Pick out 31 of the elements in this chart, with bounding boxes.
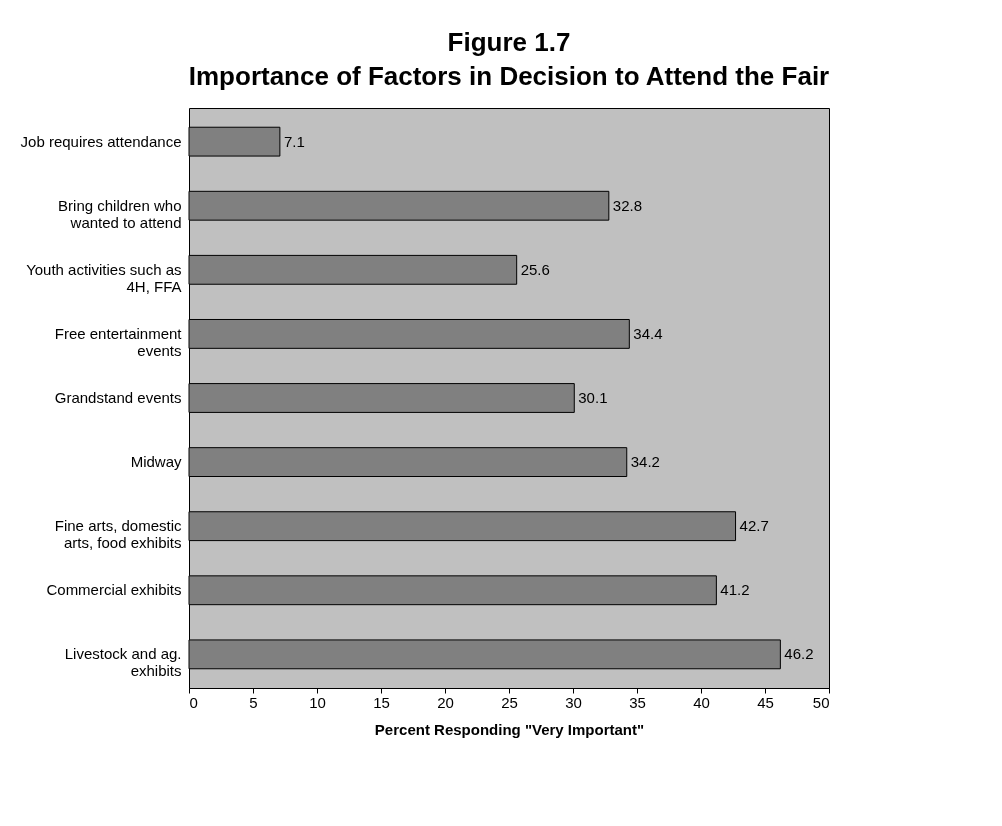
y-tick-label: Livestock and ag. exhibits (64, 645, 182, 680)
y-tick-label: Bring children who wanted to attend (58, 196, 182, 231)
x-tick-label: 35 (629, 693, 646, 711)
y-tick-label: Midway (130, 453, 182, 471)
y-tick-label: Youth activities such as 4H, FFA (26, 260, 182, 295)
data-label: 25.6 (520, 260, 550, 278)
data-label: 32.8 (612, 196, 643, 214)
y-tick-label: Job requires attendance (20, 132, 182, 150)
chart-title: Figure 1.7 Importance of Factors in Decision to Attend the Fair (188, 27, 830, 91)
data-label: 41.2 (720, 581, 750, 599)
data-label: 42.7 (739, 517, 769, 535)
data-label: 34.4 (633, 324, 663, 342)
y-tick-label: Free entertainment events (54, 324, 183, 359)
data-label: 46.2 (784, 645, 814, 663)
x-tick-label: 25 (501, 693, 518, 711)
y-tick-label: Grandstand events (54, 389, 182, 406)
y-tick-label: Commercial exhibits (46, 581, 182, 599)
data-label: 7.1 (283, 132, 305, 150)
x-tick-label: 20 (437, 693, 454, 711)
y-tick-label: Fine arts, domestic arts, food exhibits (54, 517, 182, 552)
x-axis-title: Percent Responding "Very Important" (374, 720, 645, 738)
x-tick-label: 40 (693, 693, 710, 711)
x-tick-label: 0 (189, 693, 198, 711)
x-tick-label: 30 (565, 693, 582, 711)
x-tick-label: 5 (249, 693, 258, 711)
data-label: 30.1 (578, 389, 608, 406)
x-tick-label: 15 (373, 693, 390, 711)
data-label: 34.2 (630, 453, 660, 471)
x-tick-label: 45 (757, 693, 774, 711)
x-tick-label: 10 (309, 693, 326, 711)
x-tick-label: 50 (812, 693, 830, 711)
